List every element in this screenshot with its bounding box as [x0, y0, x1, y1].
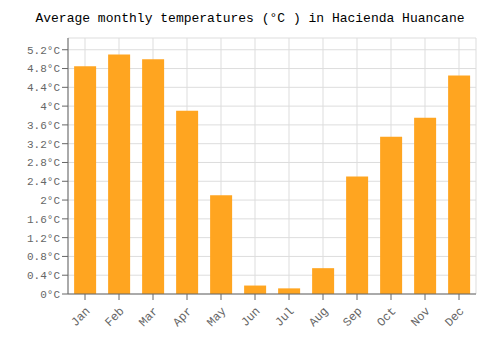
svg-text:Feb: Feb — [102, 305, 127, 330]
svg-text:4.4°C: 4.4°C — [27, 82, 60, 94]
svg-text:4.8°C: 4.8°C — [27, 63, 60, 75]
svg-text:Mar: Mar — [136, 305, 161, 330]
svg-text:2°C: 2°C — [40, 195, 60, 207]
svg-text:3.6°C: 3.6°C — [27, 120, 60, 132]
svg-text:5.2°C: 5.2°C — [27, 45, 60, 57]
svg-text:Jan: Jan — [68, 305, 93, 330]
svg-text:Sep: Sep — [340, 305, 365, 330]
svg-text:3.2°C: 3.2°C — [27, 139, 60, 151]
svg-text:Nov: Nov — [408, 305, 433, 330]
svg-text:1.6°C: 1.6°C — [27, 214, 60, 226]
svg-text:Oct: Oct — [374, 305, 399, 330]
svg-text:Apr: Apr — [170, 305, 195, 330]
svg-text:1.2°C: 1.2°C — [27, 233, 60, 245]
svg-text:0.8°C: 0.8°C — [27, 251, 60, 263]
svg-text:0°C: 0°C — [40, 289, 60, 301]
svg-text:0.4°C: 0.4°C — [27, 270, 60, 282]
svg-text:Jul: Jul — [272, 305, 297, 330]
svg-text:Dec: Dec — [442, 305, 467, 330]
svg-text:4°C: 4°C — [40, 101, 60, 113]
svg-text:Jun: Jun — [238, 305, 263, 330]
svg-text:2.8°C: 2.8°C — [27, 157, 60, 169]
svg-text:May: May — [204, 305, 229, 330]
svg-text:2.4°C: 2.4°C — [27, 176, 60, 188]
svg-text:Aug: Aug — [306, 305, 331, 330]
html-text:Average monthly temperatures (: Average monthly temperatures (°C ) in Ha… — [35, 11, 465, 26]
